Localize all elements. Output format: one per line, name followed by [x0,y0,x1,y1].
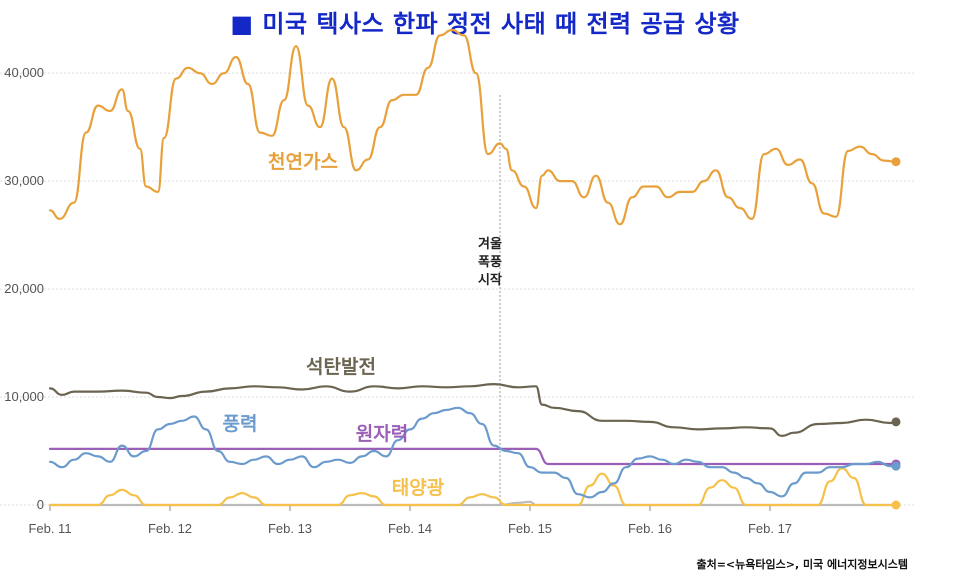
x-tick-label: Feb. 13 [268,521,312,536]
series-label: 태양광 [392,477,445,499]
x-tick-label: Feb. 16 [628,521,672,536]
y-tick-label: 40,000 [4,65,44,80]
x-axis-ticks: Feb. 11 Feb. 12 Feb. 13 Feb. 14 Feb. 15 Feb. … [28,505,792,536]
x-tick-label: Feb. 15 [508,521,552,536]
chart-title: ■ 미국 텍사스 한파 정전 사태 때 전력 공급 상황 [230,10,740,38]
source-note: 출처=<뉴욕타임스>, 미국 에너지정보시스템 [696,558,908,571]
storm-annotation-text: 겨울 [478,236,502,252]
x-tick-label: Feb. 12 [148,521,192,536]
y-tick-label: 20,000 [4,281,44,296]
series-end-point [891,461,901,471]
y-tick-label: 0 [37,497,44,512]
x-tick-label: Feb. 14 [388,521,432,536]
storm-annotation-text: 폭풍 [478,255,502,270]
series-label: 천연가스 [268,151,338,173]
series-label: 풍력 [223,413,258,435]
series-line-0 [48,28,898,226]
series-end-point [891,417,901,427]
y-tick-label: 10,000 [4,389,44,404]
series-end-point [891,157,901,167]
series-line-3 [48,447,898,466]
series-lines [48,28,901,510]
series-label: 원자력 [356,423,408,445]
x-tick-label: Feb. 11 [28,521,71,536]
series-end-point [891,500,901,510]
series-line-1 [48,383,898,437]
y-tick-label: 30,000 [4,173,44,188]
series-label: 석탄발전 [306,356,376,378]
series-line-2 [48,406,898,499]
grid [0,72,915,506]
storm-annotation-text: 시작 [478,272,502,288]
series-line-4 [48,467,898,507]
y-axis-ticks: 0 10,000 20,000 30,000 40,000 [4,65,44,512]
x-tick-label: Feb. 17 [748,521,792,536]
